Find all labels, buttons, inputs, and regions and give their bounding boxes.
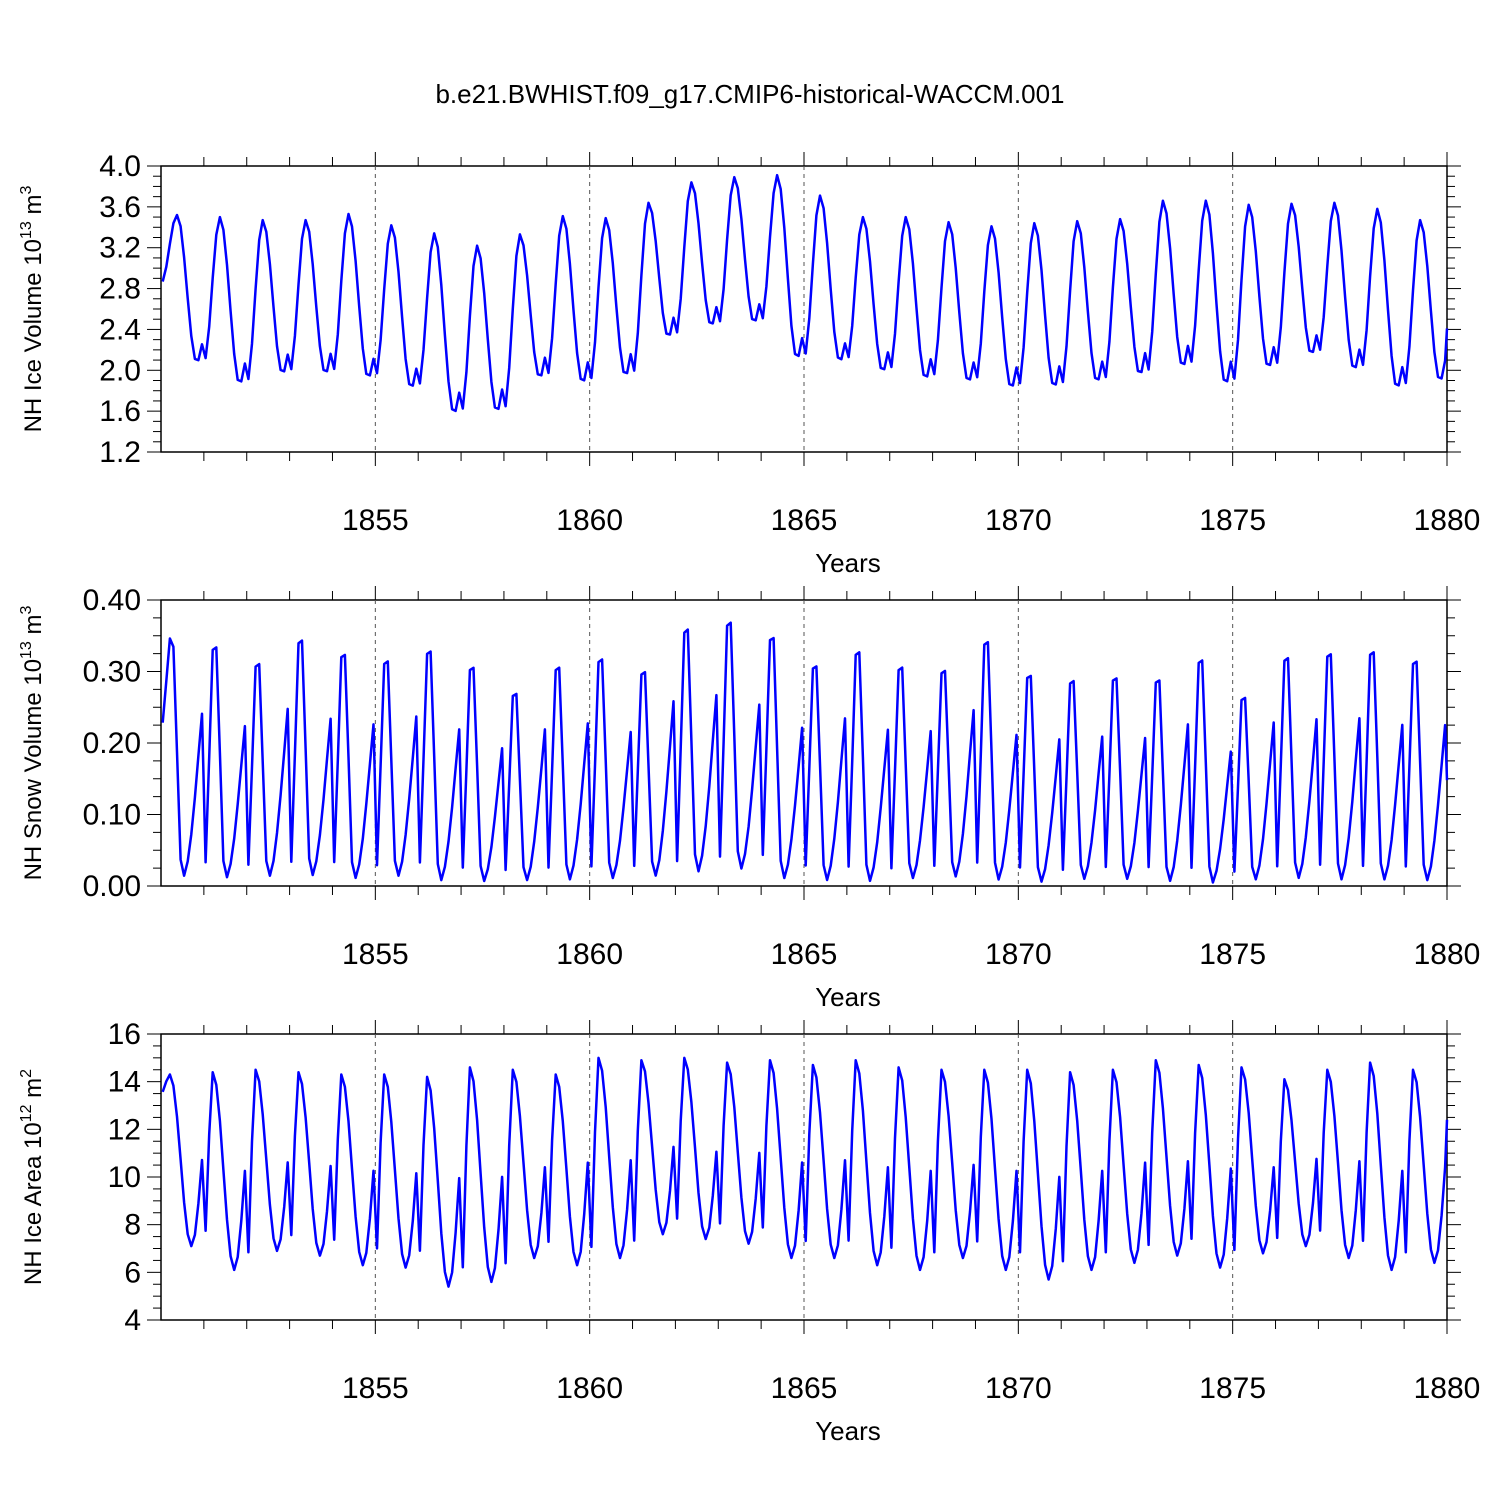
x-tick-label: 1870 [985, 504, 1052, 537]
x-tick-label: 1870 [985, 938, 1052, 971]
x-tick-label: 1865 [771, 1372, 838, 1405]
chart-title: b.e21.BWHIST.f09_g17.CMIP6-historical-WA… [435, 79, 1064, 109]
panel-ice_volume: 1855 1860 1865 1870 1875 1880 1.2 1.6 2.0 2.4 2.8 3… [18, 150, 1480, 578]
y-axis-label: NH Ice Area 1012 m2 [18, 1069, 47, 1285]
x-tick-label: 1860 [556, 938, 623, 971]
y-tick-label: 8 [124, 1209, 141, 1242]
x-tick-label: 1880 [1414, 938, 1481, 971]
x-tick-label: 1860 [556, 1372, 623, 1405]
y-axis-label: NH Ice Volume 1013 m3 [18, 186, 47, 433]
x-tick-label: 1865 [771, 504, 838, 537]
y-tick-label: 4.0 [99, 150, 141, 183]
y-tick-label: 2.4 [99, 313, 141, 346]
y-tick-label: 0.40 [83, 584, 141, 617]
x-tick-label: 1880 [1414, 1372, 1481, 1405]
y-tick-label: 0.00 [83, 870, 141, 903]
panels: 1855 1860 1865 1870 1875 1880 1.2 1.6 2.0 2.4 2.8 3… [18, 150, 1480, 1446]
y-tick-label: 14 [108, 1066, 141, 1099]
panel-ice_area: 1855 1860 1865 1870 1875 1880 4 6 8 10 12 14 16 Years… [18, 1018, 1480, 1446]
y-tick-label: 0.10 [83, 799, 141, 832]
y-tick-label: 1.2 [99, 436, 141, 469]
x-tick-label: 1855 [342, 938, 409, 971]
panel-snow_volume: 1855 1860 1865 1870 1875 1880 0.00 0.10 0.20 0.30… [18, 584, 1480, 1012]
x-tick-label: 1855 [342, 1372, 409, 1405]
y-tick-label: 12 [108, 1113, 141, 1146]
series-line-snow_volume [161, 621, 1449, 884]
y-tick-label: 4 [124, 1304, 141, 1337]
y-axis-label: NH Snow Volume 1013 m3 [18, 605, 47, 880]
y-tick-label: 16 [108, 1018, 141, 1051]
y-tick-label: 0.20 [83, 727, 141, 760]
y-tick-label: 0.30 [83, 656, 141, 689]
x-axis-label: Years [815, 982, 881, 1012]
series-line-ice_area [161, 1056, 1449, 1288]
x-axis-label: Years [815, 1416, 881, 1446]
y-tick-label: 2.0 [99, 354, 141, 387]
x-tick-label: 1870 [985, 1372, 1052, 1405]
x-tick-label: 1855 [342, 504, 409, 537]
series-line-ice_volume [161, 173, 1449, 413]
x-axis-label: Years [815, 548, 881, 578]
x-tick-label: 1875 [1199, 504, 1266, 537]
x-tick-label: 1880 [1414, 504, 1481, 537]
y-tick-label: 3.6 [99, 191, 141, 224]
x-tick-label: 1875 [1199, 938, 1266, 971]
x-tick-label: 1865 [771, 938, 838, 971]
y-tick-label: 10 [108, 1161, 141, 1194]
y-tick-label: 6 [124, 1256, 141, 1289]
x-tick-label: 1860 [556, 504, 623, 537]
x-tick-label: 1875 [1199, 1372, 1266, 1405]
y-tick-label: 3.2 [99, 232, 141, 265]
y-tick-label: 2.8 [99, 273, 141, 306]
y-tick-label: 1.6 [99, 395, 141, 428]
